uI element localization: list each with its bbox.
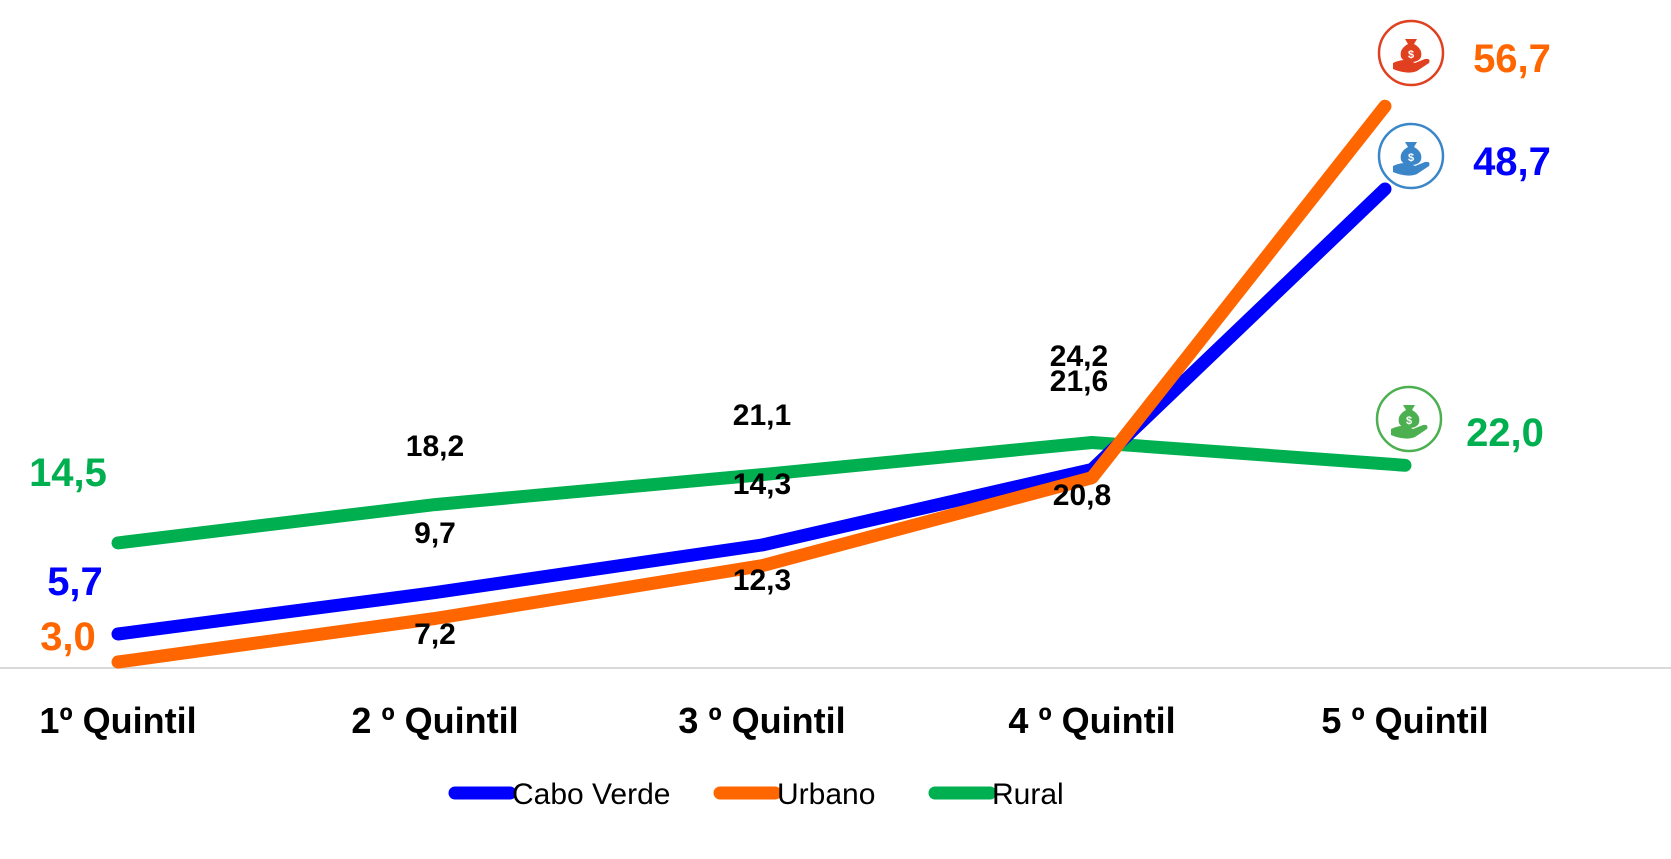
data-label-rural: 24,2 — [1050, 340, 1108, 373]
series-line-cabo-verde — [111, 182, 1392, 641]
data-label-rural: 22,0 — [1466, 411, 1544, 455]
data-label-urbano: 56,7 — [1473, 37, 1551, 81]
money-bag-hand-icon: $ — [1377, 122, 1445, 190]
data-label-rural: 21,1 — [733, 399, 791, 432]
x-tick-label: 3 º Quintil — [678, 700, 845, 741]
svg-text:$: $ — [1408, 49, 1414, 61]
data-label-urbano: 3,0 — [40, 615, 96, 659]
data-label-rural: 18,2 — [406, 430, 464, 463]
x-tick-label: 5 º Quintil — [1321, 700, 1488, 741]
data-label-cabo-verde: 21,6 — [1050, 365, 1108, 398]
data-label-urbano: 12,3 — [733, 564, 791, 597]
legend-item-rural: Rural — [928, 778, 1064, 811]
money-bag-hand-icon: $ — [1377, 19, 1445, 87]
legend-item-urbano: Urbano — [713, 778, 875, 811]
series-lines — [111, 99, 1412, 669]
x-tick-label: 4 º Quintil — [1008, 700, 1175, 741]
x-axis-ticks: 1º Quintil 2 º Quintil 3 º Quintil 4 º Quin… — [39, 700, 1488, 741]
data-label-urbano: 7,2 — [414, 618, 456, 651]
legend-label: Rural — [992, 778, 1064, 811]
x-tick-label: 2 º Quintil — [351, 700, 518, 741]
money-bag-hand-icon: $ — [1375, 385, 1443, 453]
svg-text:$: $ — [1408, 152, 1414, 164]
series-line-rural — [111, 436, 1412, 550]
legend-label: Urbano — [777, 778, 875, 811]
svg-text:$: $ — [1406, 415, 1412, 427]
end-markers: $ $ $ — [1375, 19, 1445, 453]
legend: Cabo Verde Urbano Rural — [448, 778, 1064, 811]
data-label-cabo-verde: 48,7 — [1473, 140, 1551, 184]
series-line-urbano — [111, 99, 1392, 669]
legend-label: Cabo Verde — [512, 778, 670, 811]
data-label-cabo-verde: 9,7 — [414, 517, 456, 550]
data-labels: 5,7 9,7 14,3 21,6 48,7 3,0 7,2 12,3 20,8 56,7 14,5… — [29, 37, 1551, 659]
x-tick-label: 1º Quintil — [39, 700, 196, 741]
data-label-rural: 14,5 — [29, 451, 107, 495]
data-label-urbano: 20,8 — [1053, 479, 1111, 512]
data-label-cabo-verde: 14,3 — [733, 468, 791, 501]
data-label-cabo-verde: 5,7 — [47, 560, 103, 604]
legend-item-cabo-verde: Cabo Verde — [448, 778, 670, 811]
